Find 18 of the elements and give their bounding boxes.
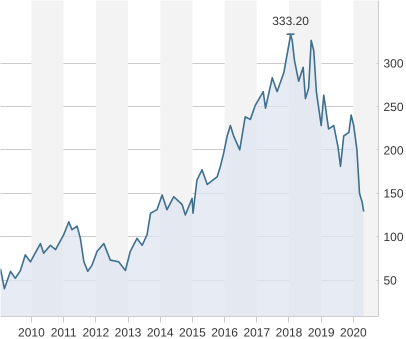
y-tick-label: 200	[384, 143, 404, 158]
y-tick-label: 100	[384, 230, 404, 244]
x-tick-label: 2015	[179, 326, 206, 339]
x-tick-label: 2020	[340, 326, 368, 339]
y-tick-label: 300	[384, 56, 404, 71]
x-tick-label: 2016	[211, 326, 238, 339]
x-tick-label: 2017	[243, 326, 270, 339]
x-tick-label: 2013	[114, 326, 142, 339]
x-tick-label: 2012	[82, 326, 110, 339]
x-tick-label: 2018	[276, 326, 303, 339]
x-tick-label: 2019	[308, 326, 335, 339]
x-tick-label: 2011	[50, 326, 77, 339]
x-tick-label: 2010	[18, 326, 46, 339]
y-tick-label: 250	[384, 100, 404, 114]
annotation: 333.20	[272, 14, 310, 28]
y-tick-label: 50	[384, 274, 398, 288]
y-tick-label: 150	[384, 186, 404, 201]
x-tick-label: 2014	[146, 326, 174, 339]
